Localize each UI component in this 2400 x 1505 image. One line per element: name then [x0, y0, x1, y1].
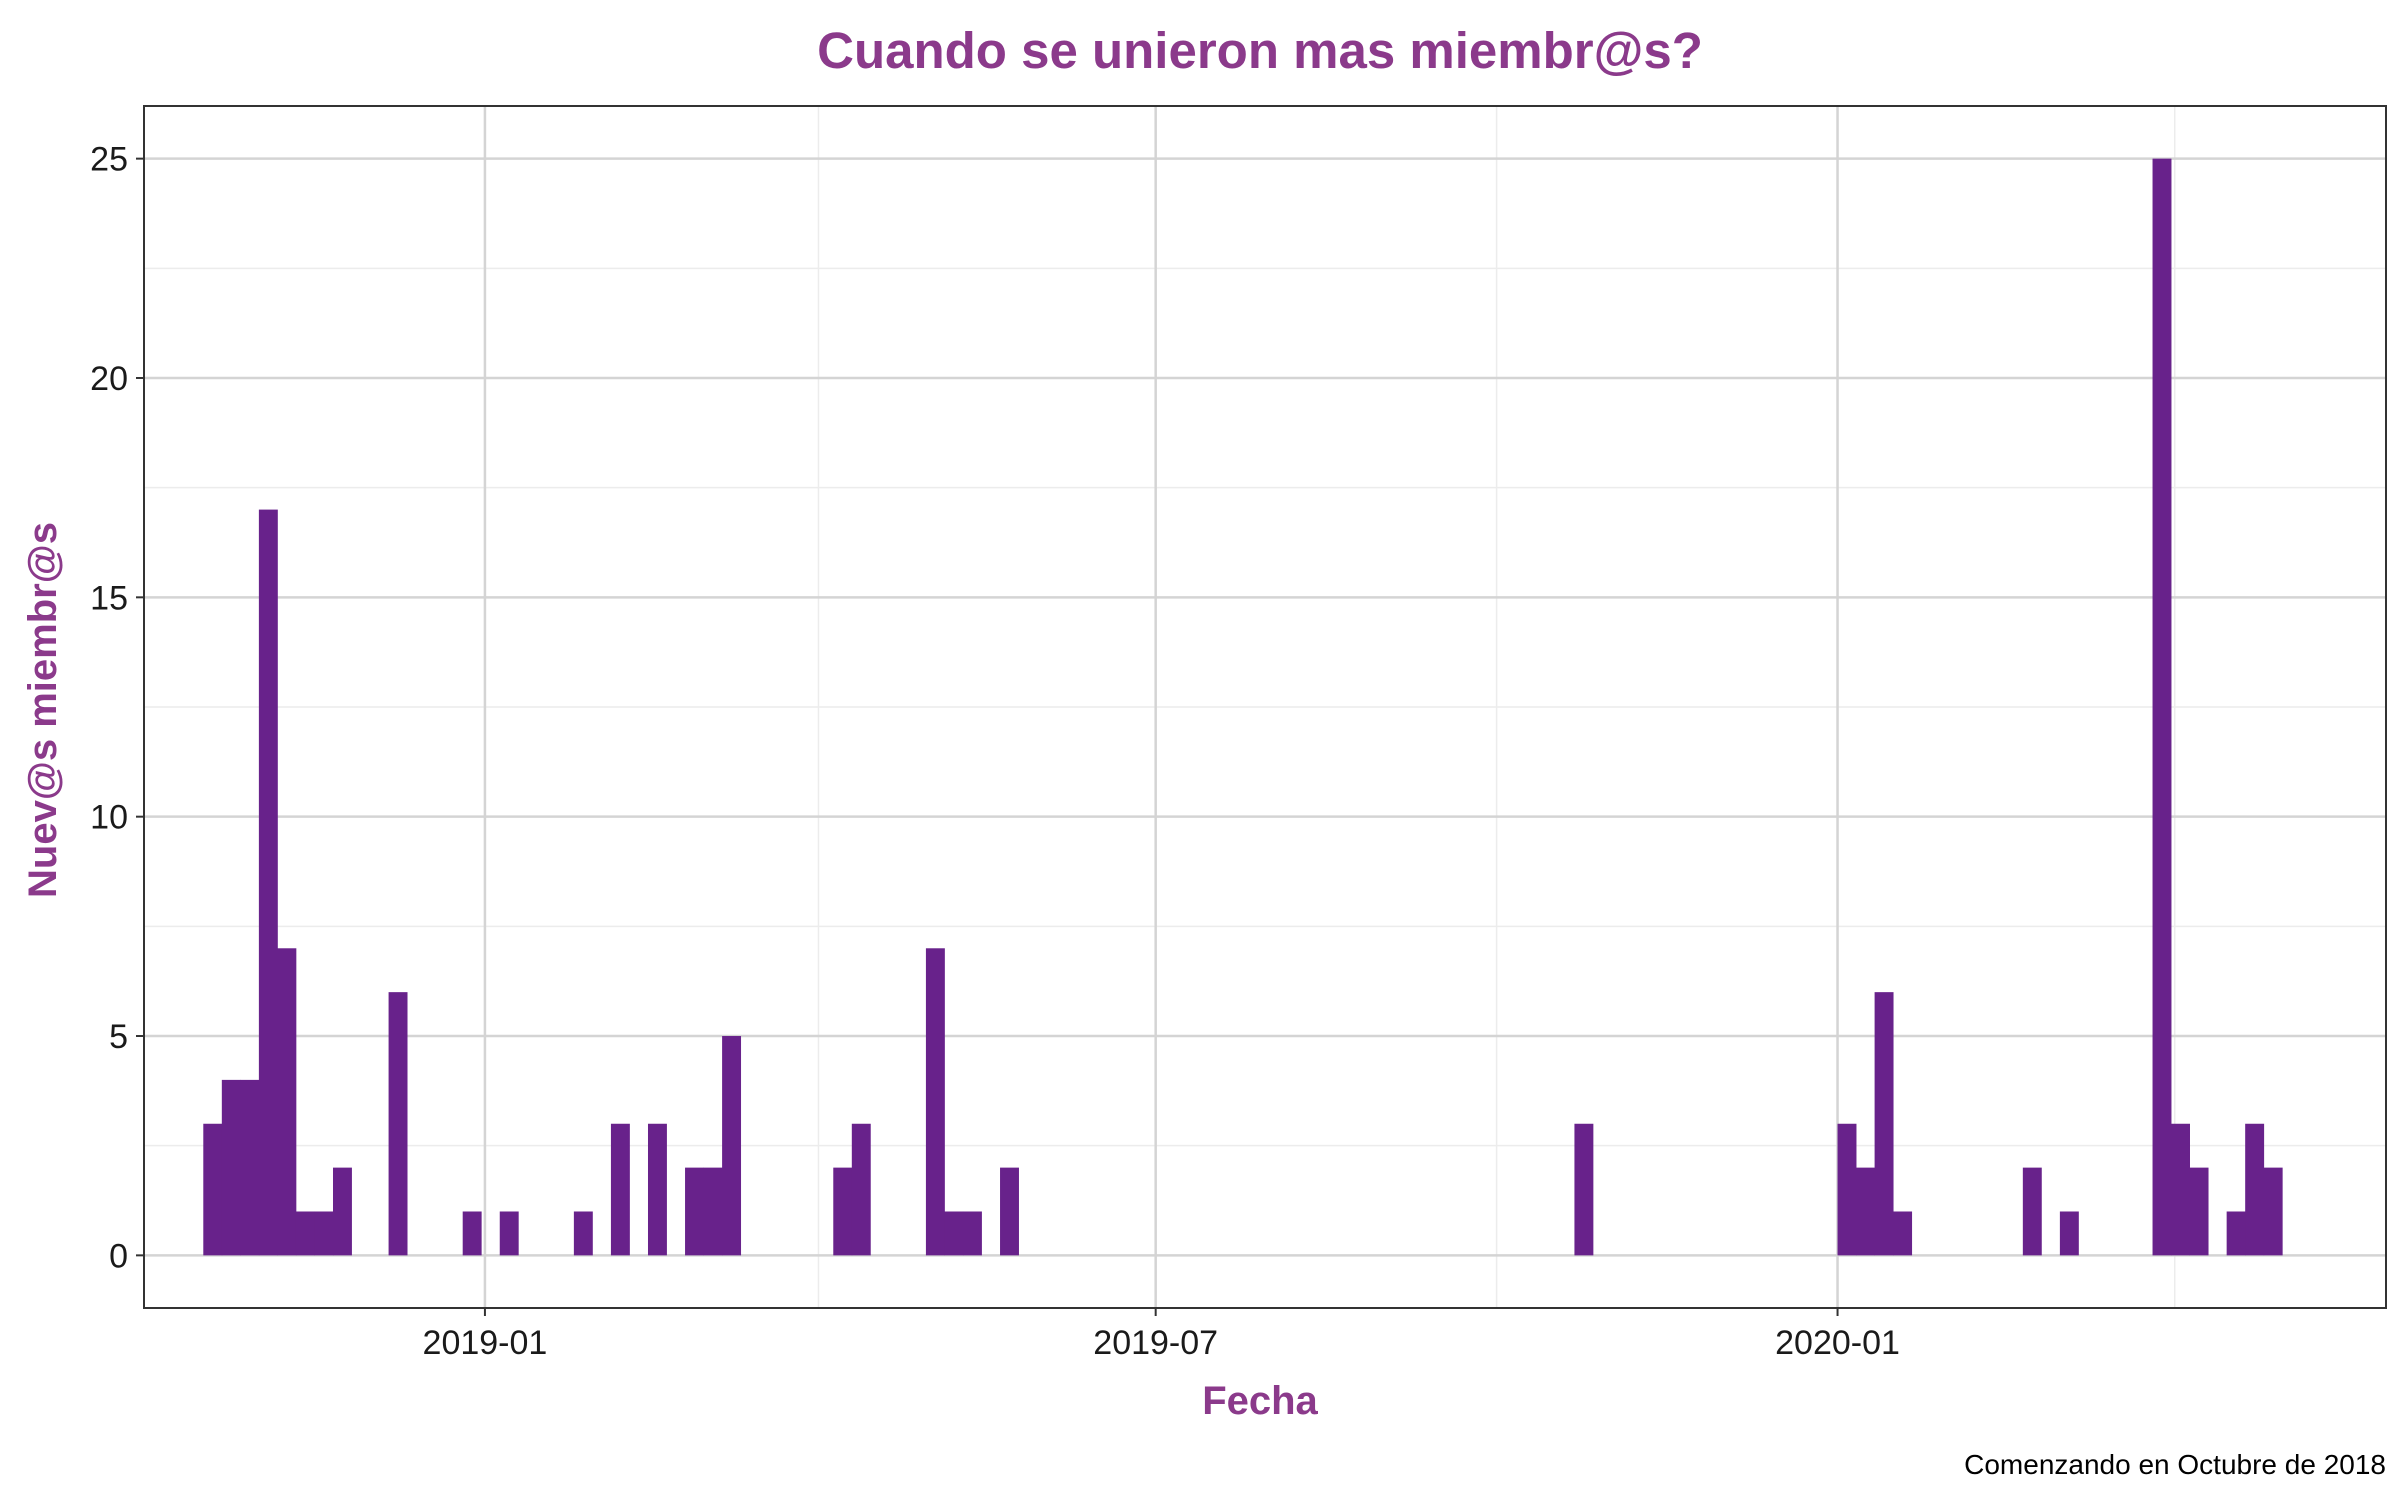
- chart-title: Cuando se unieron mas miembr@s?: [817, 22, 1703, 79]
- histogram-bar: [332, 1167, 352, 1256]
- panel-border: [143, 105, 2387, 1309]
- y-tick-label: 15: [90, 579, 128, 617]
- chart-caption: Comenzando en Octubre de 2018: [1964, 1449, 2386, 1480]
- histogram-bar: [703, 1167, 723, 1256]
- x-tick-label: 2020-01: [1775, 1324, 1900, 1362]
- histogram-bar: [925, 948, 945, 1256]
- histogram-bar: [2189, 1167, 2209, 1256]
- histogram-bar: [258, 509, 278, 1256]
- x-tick-label: 2019-07: [1093, 1324, 1218, 1362]
- bars-layer: [203, 158, 2283, 1256]
- y-tick-label: 20: [90, 360, 128, 398]
- histogram-bar: [573, 1211, 593, 1256]
- histogram-bar: [1837, 1123, 1857, 1256]
- histogram-bar: [499, 1211, 519, 1256]
- histogram-bar: [833, 1167, 853, 1256]
- histogram-bar: [1000, 1167, 1019, 1256]
- histogram-bar: [295, 1211, 315, 1256]
- histogram-bar: [1574, 1123, 1594, 1256]
- histogram-bar: [1874, 992, 1894, 1256]
- histogram-bar: [2226, 1211, 2246, 1256]
- histogram-bar: [722, 1036, 742, 1256]
- histogram-bar: [685, 1167, 704, 1256]
- histogram-bar: [962, 1211, 982, 1256]
- histogram-bar: [314, 1211, 334, 1256]
- y-tick-label: 0: [109, 1237, 128, 1275]
- y-tick-label: 5: [109, 1018, 128, 1056]
- y-axis-title: Nuev@s miembr@s: [21, 522, 65, 898]
- y-tick-label: 25: [90, 141, 128, 179]
- histogram-bar: [203, 1123, 223, 1256]
- histogram-bar: [2245, 1123, 2265, 1256]
- histogram-bar: [221, 1079, 241, 1256]
- histogram-bar: [2059, 1211, 2079, 1256]
- x-tick-label: 2019-01: [423, 1324, 548, 1362]
- x-axis: 2019-01 2019-07 2020-01: [423, 1308, 1900, 1362]
- grid-layer: [143, 106, 2386, 1308]
- histogram-bar: [2022, 1167, 2042, 1256]
- histogram-bar: [851, 1123, 871, 1256]
- histogram-bar: [462, 1211, 482, 1256]
- histogram-bar: [277, 948, 297, 1256]
- histogram-bar: [1856, 1167, 1876, 1256]
- histogram-bar: [2152, 158, 2172, 1256]
- y-axis: 0 5 10 15 20 25: [90, 141, 144, 1275]
- histogram-bar: [610, 1123, 630, 1256]
- y-tick-label: 10: [90, 799, 128, 837]
- histogram-bar: [944, 1211, 964, 1256]
- histogram-bar: [388, 992, 408, 1256]
- histogram-bar: [2263, 1167, 2283, 1256]
- histogram-bar: [240, 1079, 260, 1256]
- histogram-bar: [647, 1123, 667, 1256]
- histogram-bar: [1893, 1211, 1913, 1256]
- x-axis-title: Fecha: [1202, 1379, 1318, 1423]
- histogram-bar: [2171, 1123, 2190, 1256]
